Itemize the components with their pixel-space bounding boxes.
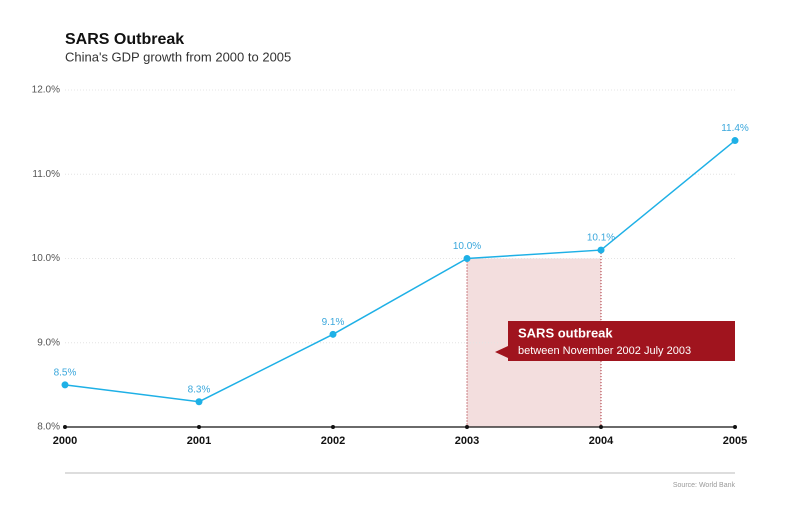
chart-title: SARS Outbreak bbox=[65, 31, 184, 48]
y-tick-label: 9.0% bbox=[37, 337, 60, 348]
value-label: 10.0% bbox=[453, 241, 481, 252]
x-tick-label: 2000 bbox=[53, 435, 77, 447]
x-tick bbox=[197, 425, 201, 429]
x-tick bbox=[331, 425, 335, 429]
y-tick-label: 11.0% bbox=[32, 169, 60, 180]
y-tick-label: 10.0% bbox=[32, 253, 60, 264]
point bbox=[195, 398, 203, 406]
point bbox=[731, 137, 739, 145]
point bbox=[329, 330, 337, 338]
callout-text: between November 2002 July 2003 bbox=[518, 345, 691, 357]
callout-box bbox=[495, 321, 735, 361]
source: Source: World Bank bbox=[673, 482, 736, 489]
y-tick-label: 12.0% bbox=[32, 85, 60, 96]
chart-subtitle: China's GDP growth from 2000 to 2005 bbox=[65, 49, 291, 64]
x-tick-label: 2003 bbox=[455, 435, 479, 447]
x-tick bbox=[63, 425, 67, 429]
x-tick-label: 2005 bbox=[723, 435, 747, 447]
value-label: 10.1% bbox=[587, 233, 615, 244]
x-tick bbox=[733, 425, 737, 429]
point bbox=[463, 255, 471, 262]
x-tick-label: 2002 bbox=[321, 435, 345, 447]
x-tick bbox=[465, 425, 469, 429]
value-label: 11.4% bbox=[721, 123, 749, 134]
point bbox=[61, 381, 69, 389]
value-label: 9.1% bbox=[322, 317, 345, 328]
line bbox=[64, 139, 736, 403]
x-tick-label: 2001 bbox=[187, 435, 211, 447]
value-label: 8.5% bbox=[54, 368, 77, 379]
value-label: 8.3% bbox=[188, 384, 211, 395]
y-tick-label: 8.0% bbox=[37, 422, 60, 433]
callout-title: SARS outbreak bbox=[518, 325, 613, 340]
x-tick-label: 2004 bbox=[589, 435, 614, 447]
point bbox=[597, 246, 605, 254]
x-tick bbox=[599, 425, 603, 429]
